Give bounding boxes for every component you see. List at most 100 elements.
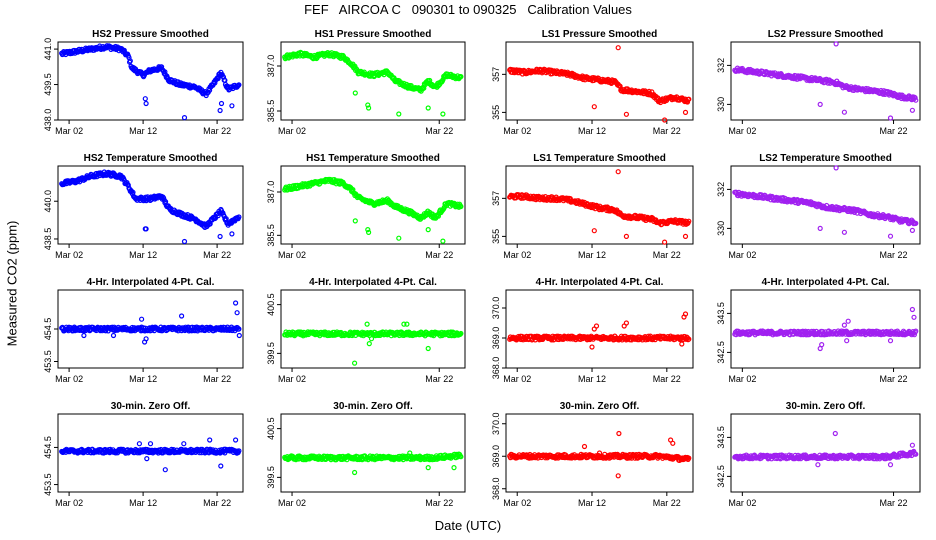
x-tick-label: Mar 22 xyxy=(880,126,908,136)
outlier-point xyxy=(181,238,188,245)
outlier-point xyxy=(425,227,431,233)
y-tick-label: 387.0 xyxy=(266,55,276,78)
y-tick-label: 332 xyxy=(716,182,726,197)
outlier-point xyxy=(589,344,595,350)
data-point xyxy=(236,326,242,332)
outlier-point xyxy=(147,441,154,447)
outlier-point xyxy=(110,332,117,339)
data-points xyxy=(282,49,464,117)
data-points xyxy=(59,169,242,245)
y-tick-label: 342.5 xyxy=(716,341,726,364)
x-tick-label: Mar 22 xyxy=(425,498,453,508)
outlier-point xyxy=(682,109,689,116)
x-tick-label: Mar 12 xyxy=(578,126,606,136)
x-tick-label: Mar 02 xyxy=(55,498,83,508)
outlier-point xyxy=(623,111,630,117)
outlier-point xyxy=(401,321,407,327)
panel-title: LS1 Temperature Smoothed xyxy=(533,153,666,164)
x-tick-label: Mar 12 xyxy=(578,498,606,508)
panel-title: HS2 Pressure Smoothed xyxy=(92,29,209,40)
panel-title: 4-Hr. Interpolated 4-Pt. Cal. xyxy=(309,277,437,288)
y-tick-label: 370.0 xyxy=(491,297,501,320)
outlier-point xyxy=(366,229,372,235)
data-point xyxy=(162,69,168,75)
y-tick-label: 343.5 xyxy=(716,302,726,325)
outlier-point xyxy=(233,437,239,443)
y-tick-label: 368.0 xyxy=(491,357,501,380)
y-tick-label: 440.0 xyxy=(43,190,53,213)
outlier-point xyxy=(425,465,431,471)
panel-title: LS2 Temperature Smoothed xyxy=(759,153,892,164)
panel-title: HS1 Temperature Smoothed xyxy=(306,153,440,164)
panel-title: 30-min. Zero Off. xyxy=(333,401,413,412)
data-point xyxy=(913,328,919,334)
x-tick-label: Mar 22 xyxy=(653,126,681,136)
outlier-point xyxy=(207,437,213,443)
outlier-point xyxy=(909,227,916,233)
outlier-point xyxy=(364,321,370,327)
y-tick-label: 400.5 xyxy=(266,293,276,316)
outlier-point xyxy=(833,41,839,47)
data-points xyxy=(732,165,919,239)
y-tick-label: 332 xyxy=(716,58,726,73)
outlier-point xyxy=(887,233,894,239)
x-tick-label: Mar 12 xyxy=(578,374,606,384)
y-tick-label: 385.5 xyxy=(266,224,276,247)
panel-title: LS2 Pressure Smoothed xyxy=(768,29,884,40)
figure-title: FEF AIRCOA C 090301 to 090325 Calibratio… xyxy=(304,2,632,17)
panel-title: HS1 Pressure Smoothed xyxy=(315,29,432,40)
data-points xyxy=(732,41,919,121)
x-tick-label: Mar 02 xyxy=(503,374,531,384)
y-tick-label: 387.0 xyxy=(266,181,276,204)
outlier-point xyxy=(841,109,848,115)
plot-frame xyxy=(730,413,921,493)
data-point xyxy=(458,203,464,210)
y-tick-label: 399.5 xyxy=(266,466,276,489)
x-tick-label: Mar 22 xyxy=(425,250,453,260)
data-points xyxy=(732,430,919,468)
outlier-point xyxy=(911,314,917,320)
outlier-point xyxy=(591,104,597,110)
outlier-point xyxy=(181,441,187,447)
x-tick-label: Mar 22 xyxy=(203,374,231,384)
panel-title: 4-Hr. Interpolated 4-Pt. Cal. xyxy=(536,277,664,288)
plot-frame xyxy=(280,413,466,493)
outlier-point xyxy=(144,456,150,462)
x-tick-label: Mar 22 xyxy=(880,374,908,384)
x-tick-label: Mar 22 xyxy=(425,126,453,136)
data-point xyxy=(913,451,919,457)
outlier-point xyxy=(234,310,240,316)
x-tick-label: Mar 22 xyxy=(203,250,231,260)
plot-frame xyxy=(730,165,921,245)
x-tick-label: Mar 22 xyxy=(880,250,908,260)
y-tick-label: 355 xyxy=(491,105,501,120)
outlier-point xyxy=(887,115,894,121)
data-points xyxy=(507,169,692,245)
outlier-point xyxy=(909,107,916,113)
outlier-point xyxy=(229,103,235,109)
outlier-point xyxy=(425,345,431,352)
y-tick-label: 438.5 xyxy=(43,228,53,251)
outlier-point xyxy=(451,465,457,471)
outlier-point xyxy=(832,430,838,437)
data-point xyxy=(686,218,692,224)
data-points xyxy=(282,321,464,366)
outlier-point xyxy=(887,462,894,468)
y-tick-label: 342.5 xyxy=(716,465,726,488)
outlier-point xyxy=(909,306,916,313)
outlier-point xyxy=(143,226,149,232)
data-point xyxy=(236,214,242,220)
x-tick-label: Mar 02 xyxy=(278,498,306,508)
data-points xyxy=(507,430,692,479)
outlier-point xyxy=(833,165,839,171)
outlier-point xyxy=(909,442,916,448)
outlier-point xyxy=(181,114,188,121)
outlier-point xyxy=(218,463,224,469)
plot-frame xyxy=(57,413,244,493)
panel-title: 4-Hr. Interpolated 4-Pt. Cal. xyxy=(87,277,215,288)
x-tick-label: Mar 02 xyxy=(503,498,531,508)
